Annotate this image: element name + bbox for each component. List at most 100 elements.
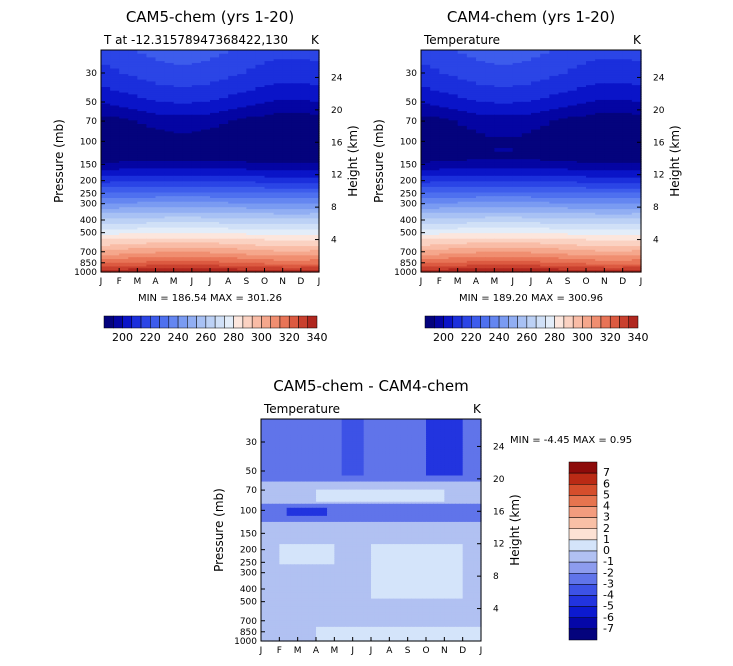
contour-cell xyxy=(291,74,302,77)
contour-cell xyxy=(146,259,157,262)
height-tick-label: 8 xyxy=(331,203,337,213)
contour-cell xyxy=(264,222,275,225)
contour-cell xyxy=(110,196,120,199)
contour-cell xyxy=(228,249,238,253)
contour-cell xyxy=(182,190,193,194)
contour-cell xyxy=(210,268,220,271)
contour-cell xyxy=(110,133,120,136)
contour-cell xyxy=(191,53,202,57)
contour-cell xyxy=(521,96,532,99)
contour-cell xyxy=(457,74,468,77)
contour-cell xyxy=(466,72,477,75)
contour-cell xyxy=(210,207,220,210)
contour-cell xyxy=(200,53,211,57)
contour-cell xyxy=(173,268,184,271)
contour-cell xyxy=(567,50,578,53)
contour-cell xyxy=(631,85,642,88)
contour-cell xyxy=(182,64,193,68)
contour-cell xyxy=(430,79,440,83)
colorbar-label: 340 xyxy=(307,331,328,344)
contour-cell xyxy=(291,83,302,86)
contour-cell xyxy=(586,62,596,66)
contour-cell xyxy=(246,236,257,240)
contour-cell xyxy=(273,99,284,103)
contour-cell xyxy=(576,53,587,57)
contour-cell xyxy=(191,96,202,99)
contour-cell xyxy=(155,105,166,108)
contour-cell xyxy=(191,157,202,160)
contour-cell xyxy=(282,155,293,158)
contour-cell xyxy=(146,146,157,149)
contour-cell xyxy=(264,77,275,81)
contour-cell xyxy=(182,105,193,108)
contour-cell xyxy=(110,72,120,75)
contour-cell xyxy=(246,227,257,231)
contour-cell xyxy=(531,53,541,57)
contour-cell xyxy=(119,190,129,194)
contour-cell xyxy=(182,229,193,232)
contour-cell xyxy=(173,64,184,68)
contour-cell xyxy=(219,112,229,116)
contour-cell xyxy=(300,105,311,108)
contour-cell xyxy=(512,77,523,81)
contour-cell xyxy=(264,177,275,181)
contour-cell xyxy=(128,81,138,84)
contour-cell xyxy=(237,175,247,179)
contour-cell xyxy=(191,259,202,262)
contour-cell xyxy=(219,220,229,223)
contour-cell xyxy=(173,142,184,145)
contour-cell xyxy=(128,210,138,214)
contour-cell xyxy=(191,242,202,245)
contour-cell xyxy=(128,59,138,62)
contour-cell xyxy=(255,247,266,251)
contour-cell xyxy=(264,149,275,153)
contour-cell xyxy=(264,75,275,79)
contour-cell xyxy=(300,85,311,88)
contour-cell xyxy=(246,201,257,205)
contour-cell xyxy=(255,199,266,203)
contour-cell xyxy=(110,183,120,186)
contour-cell xyxy=(494,59,505,62)
contour-cell xyxy=(146,183,157,186)
contour-cell xyxy=(182,192,193,195)
contour-cell xyxy=(273,177,284,181)
contour-cell xyxy=(228,238,238,242)
contour-cell xyxy=(300,88,311,92)
contour-cell xyxy=(457,87,468,90)
contour-cell xyxy=(228,109,238,112)
contour-cell xyxy=(210,140,220,144)
contour-cell xyxy=(200,186,211,190)
contour-cell xyxy=(291,133,302,136)
contour-cell xyxy=(631,92,642,95)
contour-cell xyxy=(228,164,238,168)
contour-cell xyxy=(622,99,633,103)
contour-cell xyxy=(300,64,311,68)
contour-cell xyxy=(200,177,211,181)
contour-cell xyxy=(586,57,596,60)
contour-cell xyxy=(521,72,532,75)
contour-cell xyxy=(219,103,229,107)
contour-cell xyxy=(137,116,148,120)
contour-cell xyxy=(219,214,229,218)
contour-cell xyxy=(291,85,302,88)
contour-cell xyxy=(273,55,284,58)
contour-cell xyxy=(191,246,202,249)
contour-cell xyxy=(173,251,184,255)
contour-cell xyxy=(282,55,293,58)
contour-cell xyxy=(110,175,120,179)
contour-cell xyxy=(110,135,120,138)
contour-cell xyxy=(164,92,175,95)
contour-cell xyxy=(110,177,120,181)
contour-cell xyxy=(576,72,587,75)
contour-cell xyxy=(164,109,175,112)
contour-cell xyxy=(604,57,615,60)
contour-cell xyxy=(119,210,129,214)
contour-cell xyxy=(309,209,320,212)
contour-cell xyxy=(173,124,184,127)
contour-cell xyxy=(200,162,211,166)
contour-cell xyxy=(237,87,247,90)
contour-cell xyxy=(146,253,157,256)
contour-cell xyxy=(155,83,166,86)
contour-cell xyxy=(101,259,111,262)
contour-cell xyxy=(246,268,257,271)
